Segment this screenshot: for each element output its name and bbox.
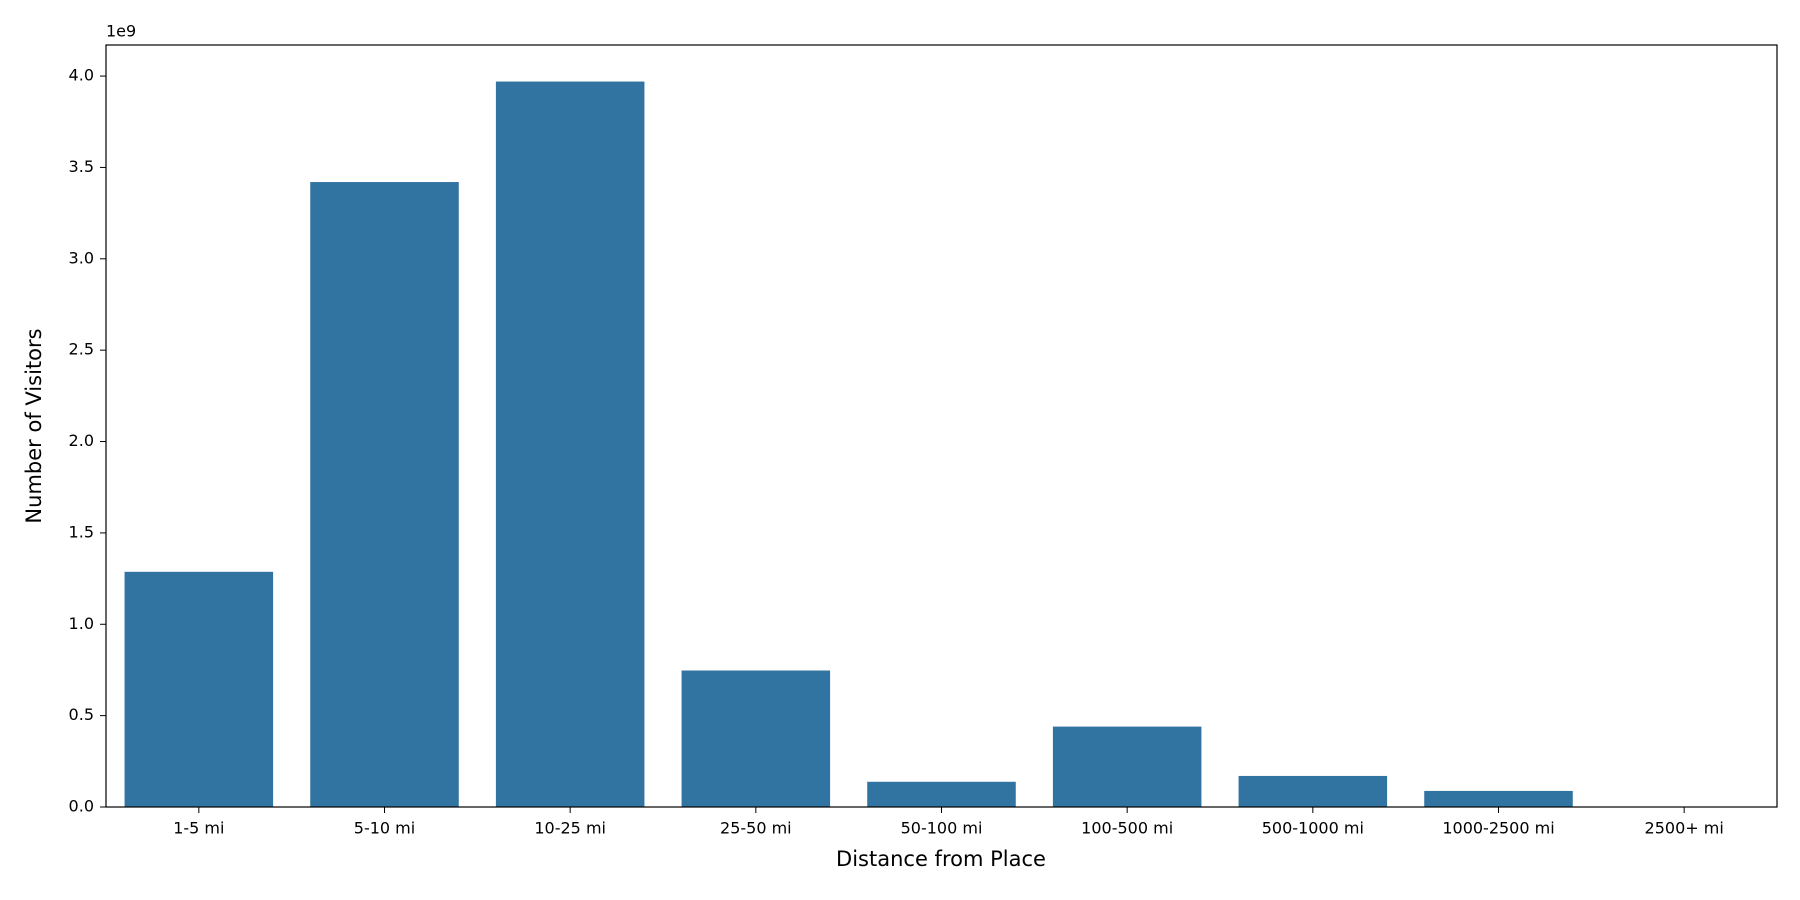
y-tick-label: 1.0 [69, 614, 94, 633]
x-tick-label: 1-5 mi [173, 819, 224, 838]
x-tick-label: 1000-2500 mi [1442, 819, 1554, 838]
y-tick-label: 3.5 [69, 157, 94, 176]
x-tick-label: 50-100 mi [901, 819, 983, 838]
bar [310, 182, 459, 807]
x-tick-label: 100-500 mi [1081, 819, 1173, 838]
bar [1238, 775, 1388, 807]
x-axis-title: Distance from Place [836, 847, 1046, 871]
bar [867, 781, 1016, 807]
y-tick-label: 4.0 [69, 66, 94, 85]
bar [495, 81, 645, 808]
x-tick-label: 25-50 mi [720, 819, 792, 838]
y-offset-label: 1e9 [106, 22, 136, 41]
y-tick-label: 0.5 [69, 705, 94, 724]
x-tick-label: 5-10 mi [354, 819, 415, 838]
y-tick-label: 0.0 [69, 797, 94, 816]
y-tick-label: 1.5 [69, 522, 94, 541]
bar [124, 571, 274, 807]
bar [1424, 790, 1573, 807]
y-tick-label: 3.0 [69, 248, 94, 267]
bar [681, 670, 831, 807]
x-tick-label: 10-25 mi [534, 819, 606, 838]
plot-frame [105, 44, 1778, 808]
bar [1052, 726, 1202, 807]
y-tick-label: 2.5 [69, 340, 94, 359]
y-axis-title: Number of Visitors [22, 328, 46, 523]
x-tick-label: 2500+ mi [1645, 819, 1724, 838]
x-tick-label: 500-1000 mi [1262, 819, 1364, 838]
y-tick-label: 2.0 [69, 431, 94, 450]
